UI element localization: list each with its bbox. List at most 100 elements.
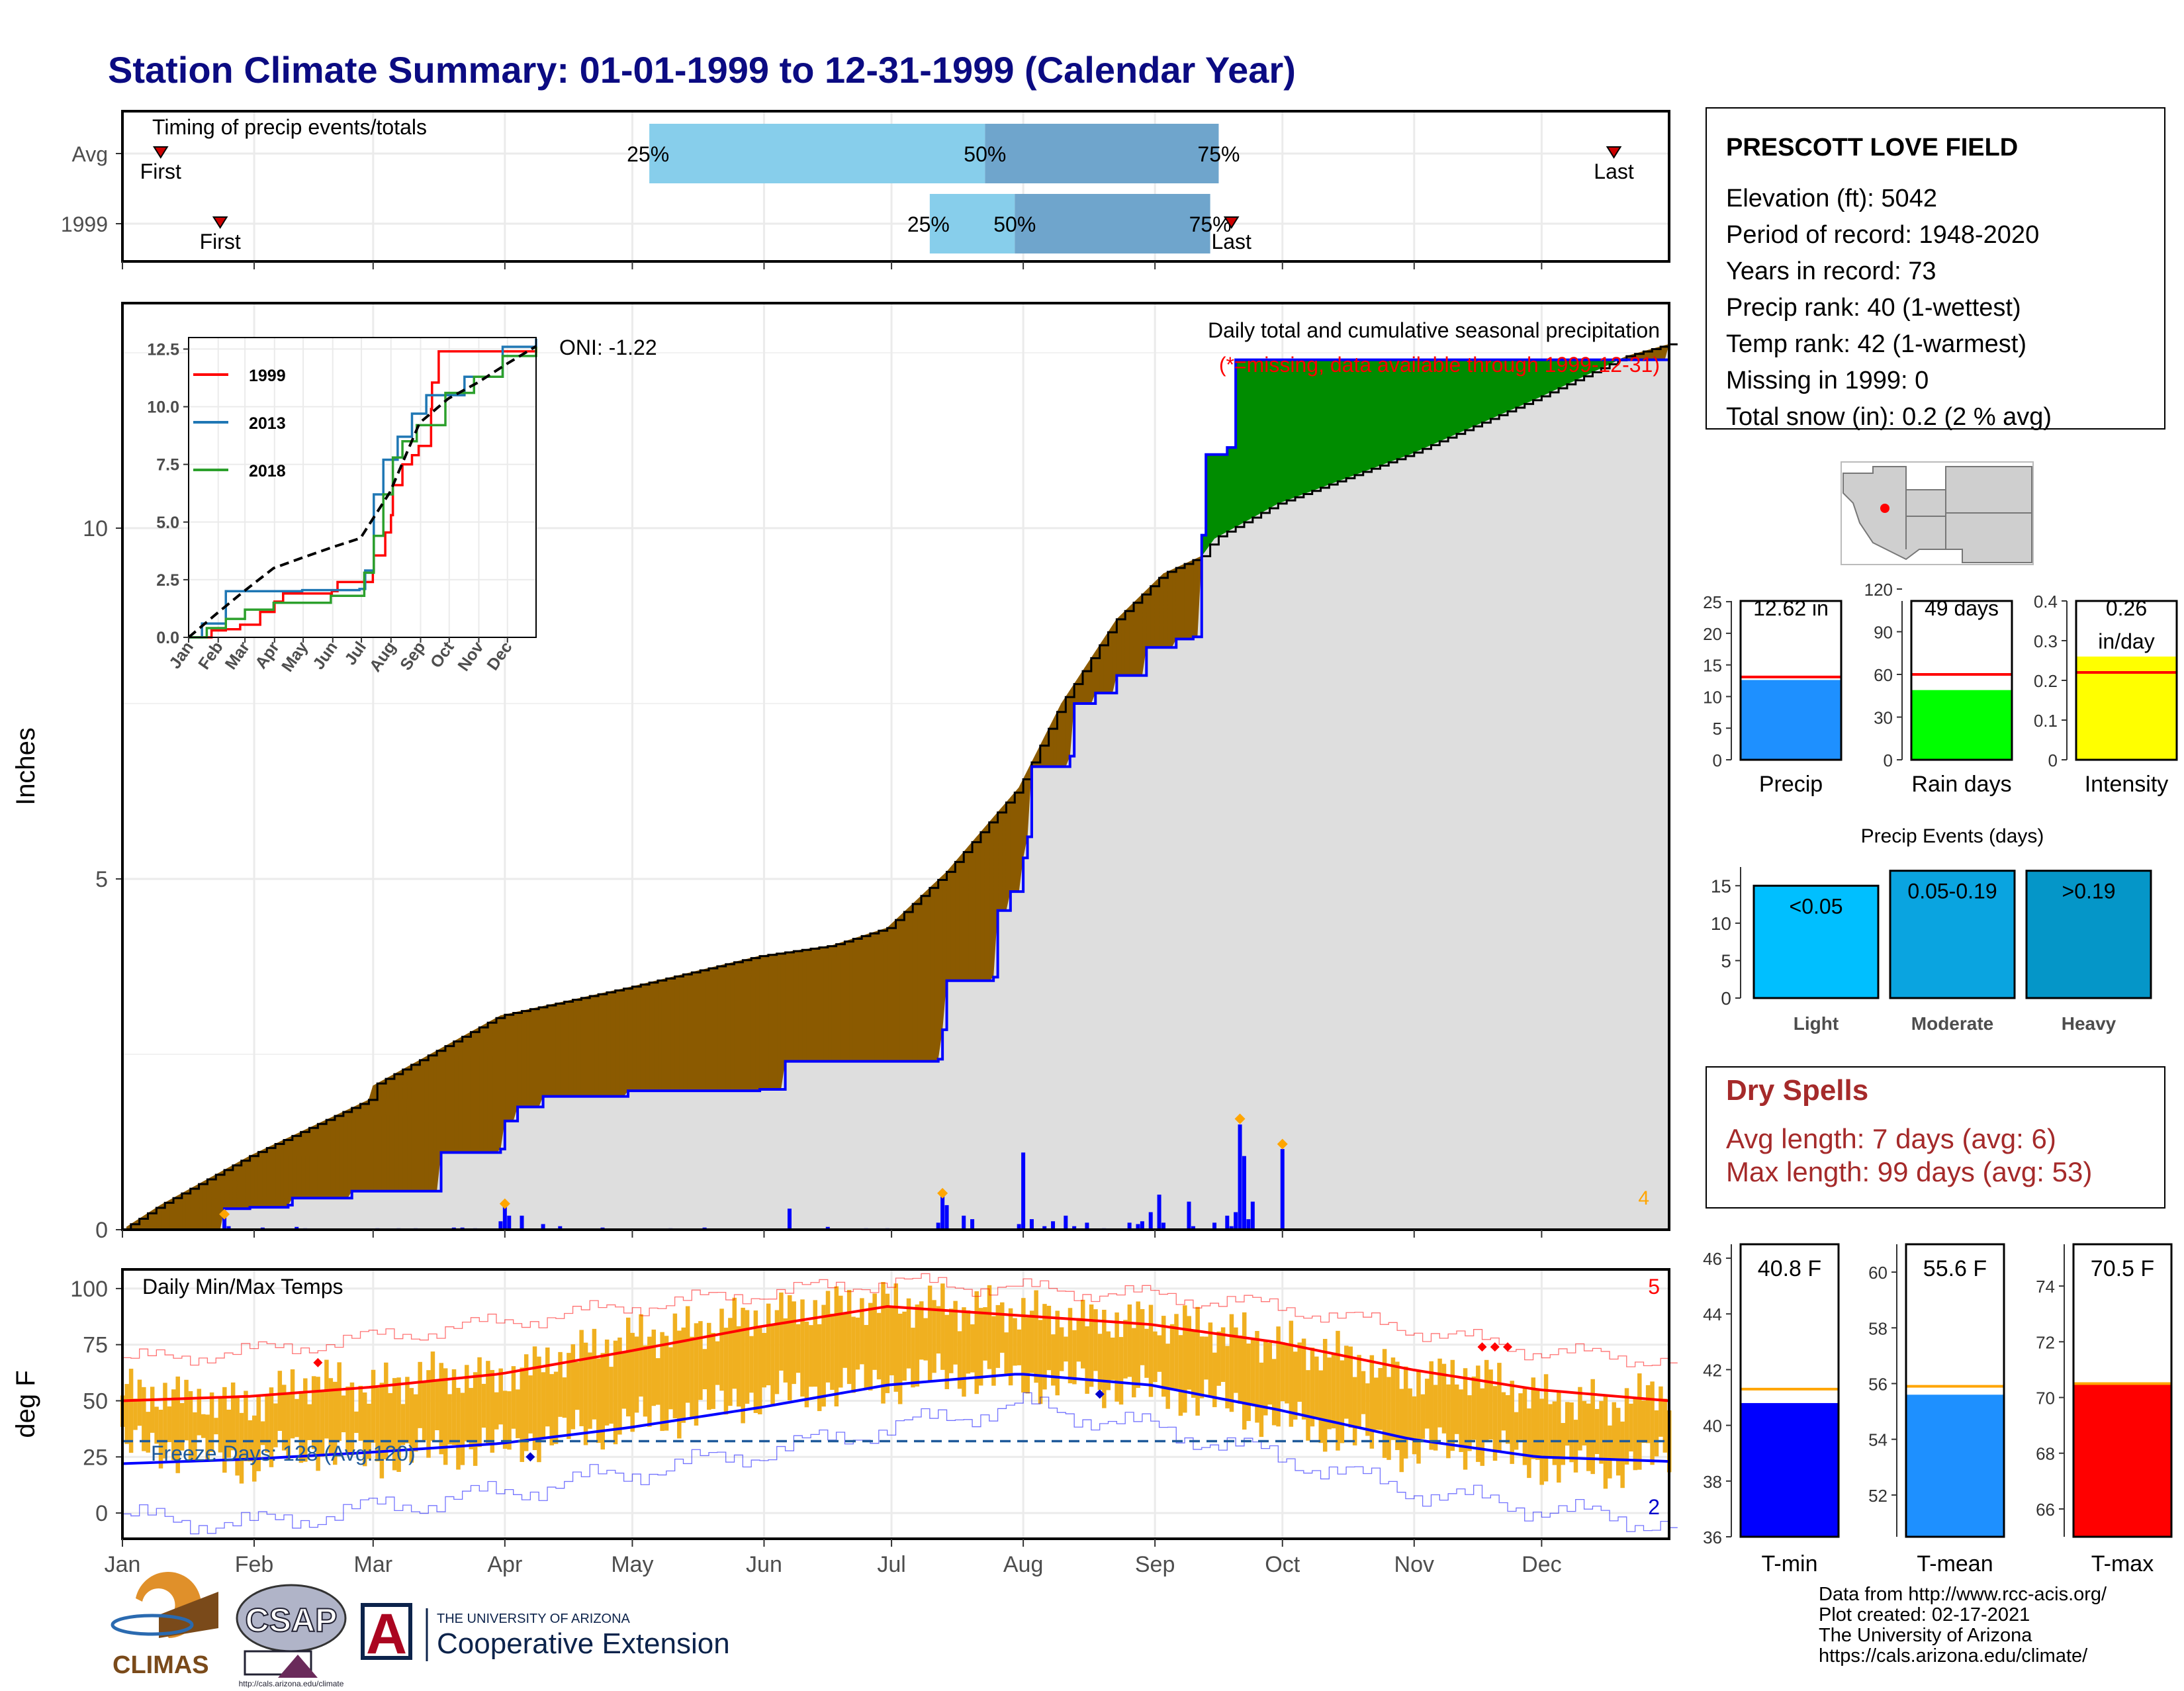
precip-ytick-label: 10 xyxy=(83,516,108,541)
daily-temp-bar xyxy=(367,1403,371,1459)
daily-temp-bar xyxy=(1127,1304,1132,1377)
summary-bar-frame xyxy=(1739,600,1843,761)
q75-label: 75% xyxy=(1197,142,1240,166)
daily-temp-bar xyxy=(719,1308,724,1391)
daily-temp-bar xyxy=(142,1387,146,1451)
daily-temp-bar xyxy=(987,1285,992,1369)
daily-precip-bar xyxy=(1246,1219,1251,1230)
daily-temp-bar xyxy=(991,1316,996,1386)
month-label: Feb xyxy=(235,1552,274,1577)
daily-temp-bar xyxy=(787,1295,792,1400)
daily-temp-bar xyxy=(516,1389,520,1439)
daily-temp-bar xyxy=(179,1402,185,1451)
precip-panel-title: Daily total and cumulative seasonal prec… xyxy=(1208,318,1660,342)
daily-precip-bar xyxy=(936,1222,940,1230)
daily-temp-bar xyxy=(1390,1357,1396,1440)
daily-temp-bar xyxy=(137,1379,142,1426)
daily-temp-bar xyxy=(1645,1385,1651,1443)
daily-precip-bar xyxy=(1157,1195,1161,1230)
daily-temp-bar xyxy=(239,1412,244,1484)
daily-temp-bar xyxy=(349,1382,355,1455)
daily-temp-bar xyxy=(1441,1363,1447,1434)
daily-temp-bar xyxy=(978,1308,983,1386)
daily-temp-bar xyxy=(1106,1331,1111,1391)
daily-temp-bar xyxy=(1552,1401,1557,1465)
daily-temp-bar xyxy=(418,1361,422,1428)
avg-cumulative-line xyxy=(122,343,1678,1231)
daily-temp-bar xyxy=(983,1307,987,1361)
daily-temp-bar xyxy=(728,1318,733,1406)
daily-temp-bar xyxy=(1140,1308,1145,1365)
daily-temp-bar xyxy=(469,1388,473,1449)
record-high-marker xyxy=(1503,1342,1513,1352)
temp-summary-value-label: 70.5 F xyxy=(2091,1256,2154,1281)
daily-temp-bar xyxy=(1599,1400,1604,1464)
daily-temp-bar xyxy=(1654,1410,1659,1457)
daily-temp-bar xyxy=(549,1374,554,1445)
q25-label: 25% xyxy=(627,142,669,166)
daily-temp-bar xyxy=(494,1392,499,1430)
first-marker xyxy=(152,146,169,159)
daily-temp-bar xyxy=(800,1299,805,1397)
temp-summary-ytick-label: 52 xyxy=(1868,1486,1888,1506)
event-bar-label: >0.19 xyxy=(2062,880,2116,903)
temp-summary-ytick-label: 72 xyxy=(2036,1332,2055,1352)
event-ytick-label: 5 xyxy=(1721,950,1731,971)
daily-temp-bar xyxy=(1446,1384,1451,1459)
daily-temp-bar xyxy=(1629,1403,1633,1452)
daily-precip-bar xyxy=(507,1215,512,1230)
daily-temp-bar xyxy=(511,1366,516,1429)
daily-temp-bar xyxy=(944,1314,950,1389)
dry-spells-box: Dry Spells Avg length: 7 days (avg: 6) M… xyxy=(1706,1066,2165,1209)
daily-temp-bar xyxy=(541,1372,546,1439)
daily-temp-bar xyxy=(817,1324,822,1412)
month-label: Nov xyxy=(1394,1552,1434,1577)
daily-temp-bar xyxy=(1080,1299,1085,1369)
daily-temp-bar xyxy=(1467,1395,1472,1451)
event-count-label: 4 xyxy=(1638,1187,1649,1209)
daily-temp-bar xyxy=(1238,1335,1243,1404)
summary-bar-rain-days xyxy=(1911,690,2012,760)
record-low-line xyxy=(122,1392,1678,1535)
daily-temp-bar xyxy=(995,1304,1001,1368)
daily-temp-bar xyxy=(1569,1402,1574,1463)
daily-precip-bar xyxy=(1017,1224,1021,1230)
daily-temp-bar xyxy=(1216,1331,1221,1386)
summary-category-label: Rain days xyxy=(1911,772,2011,797)
cold-count-label: 2 xyxy=(1648,1495,1660,1519)
daily-temp-bar xyxy=(422,1381,427,1441)
record-high-marker xyxy=(1490,1342,1500,1352)
daily-temp-bar xyxy=(447,1394,452,1445)
daily-temp-bar xyxy=(783,1318,788,1383)
daily-temp-bar xyxy=(1123,1320,1128,1379)
daily-temp-bar xyxy=(864,1324,869,1389)
daily-temp-bar xyxy=(1459,1389,1463,1452)
daily-temp-bar xyxy=(1463,1368,1468,1470)
temp-ytick-label: 50 xyxy=(83,1389,108,1414)
daily-temp-bar xyxy=(486,1361,490,1444)
daily-precip-bar xyxy=(825,1226,830,1230)
dry-spells-title: Dry Spells xyxy=(1726,1074,1868,1107)
daily-temp-bar xyxy=(1250,1339,1255,1405)
daily-temp-bar xyxy=(1229,1314,1234,1412)
daily-precip-bar xyxy=(1187,1201,1191,1230)
daily-temp-bar xyxy=(1416,1370,1421,1464)
daily-temp-bar xyxy=(193,1412,197,1461)
event-ytick-label: 0 xyxy=(1721,988,1731,1009)
daily-temp-bar xyxy=(1348,1346,1353,1428)
daily-precip-bar xyxy=(1280,1149,1285,1230)
daily-temp-bar xyxy=(1454,1384,1459,1434)
daily-temp-bar xyxy=(897,1313,903,1404)
daily-precip-bar xyxy=(1250,1201,1255,1230)
precip-ytick-label: 0 xyxy=(95,1218,108,1243)
daily-temp-bar xyxy=(1408,1388,1412,1440)
daily-temp-bar xyxy=(396,1377,401,1472)
daily-temp-bar xyxy=(1076,1318,1081,1362)
daily-temp-bar xyxy=(1025,1317,1030,1394)
precip-ytick-label: 5 xyxy=(95,867,108,892)
daily-precip-bar xyxy=(787,1209,792,1230)
daily-temp-bar xyxy=(583,1342,588,1445)
csap-logo: CSAP http://cals.arizona.edu/climate xyxy=(236,1584,347,1688)
daily-precip-bar xyxy=(1136,1224,1140,1230)
daily-precip-bar xyxy=(1225,1215,1230,1230)
